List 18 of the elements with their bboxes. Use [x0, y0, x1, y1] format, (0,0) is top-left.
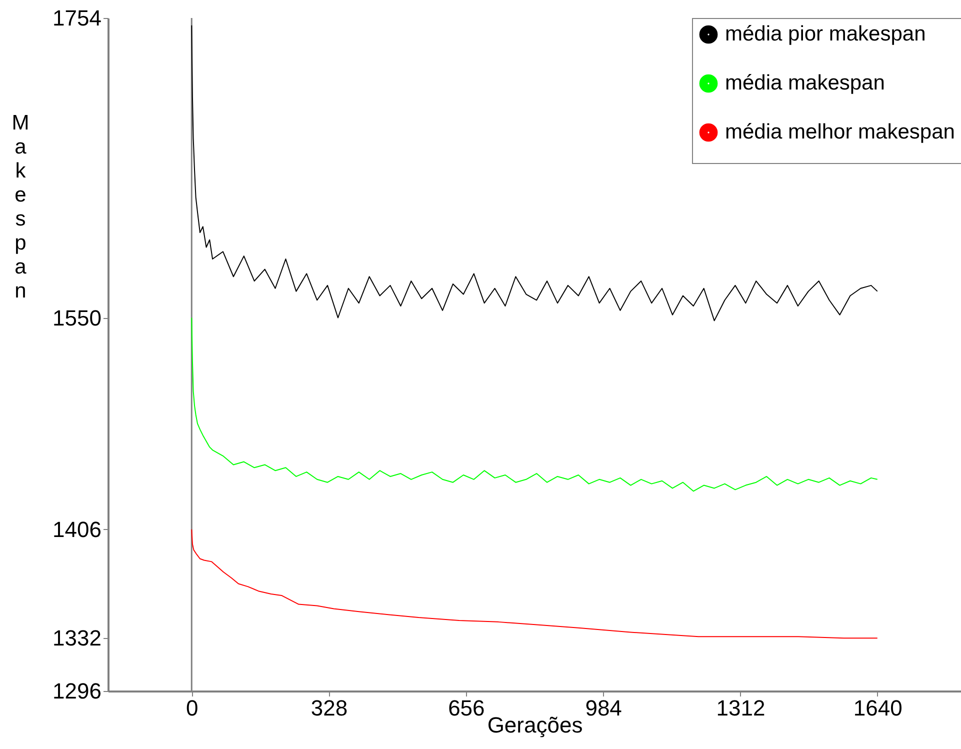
x-tick-label: 1312: [716, 696, 766, 720]
y-tick-label: 1550: [52, 305, 102, 330]
y-tick-label: 1332: [52, 626, 102, 651]
x-tick-label: 984: [585, 696, 622, 720]
line-series: [191, 317, 878, 492]
x-tick-label: 656: [448, 696, 485, 720]
y-axis-title: Makespan: [12, 112, 30, 302]
y-tick-label: 1296: [52, 678, 102, 704]
y-tick-label: 1406: [52, 516, 102, 542]
line-series: [191, 528, 878, 639]
x-tick-label: 328: [310, 696, 348, 720]
legend-label: média makespan: [725, 72, 885, 94]
legend-label: média pior makespan: [725, 22, 926, 46]
x-axis-title: Gerações: [487, 712, 583, 738]
x-tick-label: 0: [186, 696, 198, 720]
y-tick-label: 1754: [52, 6, 102, 30]
x-tick-label: 1640: [853, 696, 902, 720]
legend-label: média melhor makespan: [725, 120, 955, 144]
